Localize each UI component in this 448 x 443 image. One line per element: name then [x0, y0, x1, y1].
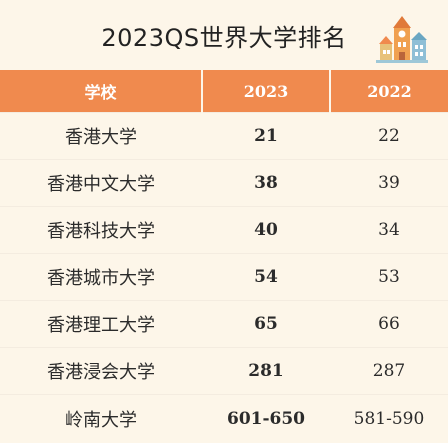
table-row: 香港大学 21 22 — [0, 113, 448, 160]
rank-2022: 66 — [330, 301, 448, 348]
rank-2023: 21 — [202, 113, 330, 160]
rank-2022: 39 — [330, 160, 448, 207]
column-header-school: 学校 — [0, 70, 202, 113]
rank-2022: 53 — [330, 254, 448, 301]
ranking-table: 学校 2023 2022 香港大学 21 22 香港中文大学 38 39 香港科… — [0, 70, 448, 443]
school-name: 香港城市大学 — [0, 254, 202, 301]
rank-2022: 581-590 — [330, 395, 448, 443]
school-name: 香港浸会大学 — [0, 348, 202, 395]
rank-2022: 287 — [330, 348, 448, 395]
table-row: 香港科技大学 40 34 — [0, 207, 448, 254]
table-row: 岭南大学 601-650 581-590 — [0, 395, 448, 443]
school-name: 香港科技大学 — [0, 207, 202, 254]
building-tower-icon — [374, 14, 430, 66]
school-name: 香港理工大学 — [0, 301, 202, 348]
column-header-2022: 2022 — [330, 70, 448, 113]
rank-2023: 601-650 — [202, 395, 330, 443]
rank-2022: 34 — [330, 207, 448, 254]
rank-2023: 65 — [202, 301, 330, 348]
school-name: 香港中文大学 — [0, 160, 202, 207]
school-name: 岭南大学 — [0, 395, 202, 443]
table-row: 香港中文大学 38 39 — [0, 160, 448, 207]
school-name: 香港大学 — [0, 113, 202, 160]
rank-2022: 22 — [330, 113, 448, 160]
table-row: 香港理工大学 65 66 — [0, 301, 448, 348]
rank-2023: 281 — [202, 348, 330, 395]
table-row: 香港城市大学 54 53 — [0, 254, 448, 301]
rank-2023: 54 — [202, 254, 330, 301]
rank-2023: 40 — [202, 207, 330, 254]
table-header: 学校 2023 2022 — [0, 70, 448, 113]
rank-2023: 38 — [202, 160, 330, 207]
column-header-2023: 2023 — [202, 70, 330, 113]
table-row: 香港浸会大学 281 287 — [0, 348, 448, 395]
